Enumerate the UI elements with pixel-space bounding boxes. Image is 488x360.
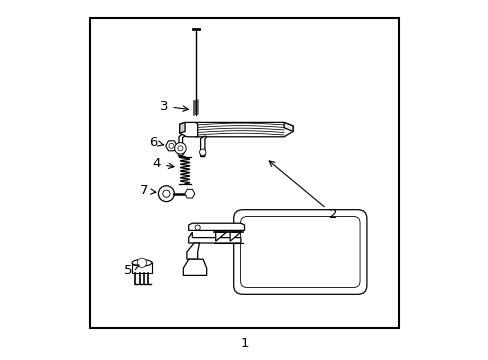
FancyBboxPatch shape bbox=[132, 262, 152, 273]
Polygon shape bbox=[215, 232, 226, 241]
Circle shape bbox=[137, 258, 146, 267]
Polygon shape bbox=[188, 232, 241, 243]
Circle shape bbox=[199, 149, 205, 156]
Polygon shape bbox=[200, 136, 206, 157]
Polygon shape bbox=[188, 223, 244, 230]
Text: 1: 1 bbox=[240, 337, 248, 350]
Text: 3: 3 bbox=[160, 100, 188, 113]
Circle shape bbox=[195, 225, 200, 230]
FancyBboxPatch shape bbox=[240, 217, 359, 287]
FancyBboxPatch shape bbox=[233, 210, 366, 294]
Text: 4: 4 bbox=[152, 157, 174, 170]
Polygon shape bbox=[179, 133, 186, 157]
Circle shape bbox=[178, 146, 183, 151]
Polygon shape bbox=[284, 122, 292, 131]
Polygon shape bbox=[179, 122, 185, 133]
Text: 5: 5 bbox=[123, 264, 139, 276]
Text: 2: 2 bbox=[268, 161, 337, 221]
Bar bbox=[89, 18, 399, 328]
Circle shape bbox=[158, 186, 174, 202]
Circle shape bbox=[177, 148, 184, 156]
Circle shape bbox=[168, 143, 174, 148]
Circle shape bbox=[163, 190, 170, 197]
Polygon shape bbox=[230, 232, 241, 241]
Text: 6: 6 bbox=[149, 136, 163, 149]
Text: 7: 7 bbox=[140, 184, 156, 197]
Polygon shape bbox=[186, 243, 199, 259]
Polygon shape bbox=[185, 122, 292, 137]
Circle shape bbox=[174, 143, 186, 154]
Polygon shape bbox=[183, 259, 206, 275]
Polygon shape bbox=[179, 122, 197, 137]
Ellipse shape bbox=[132, 260, 151, 266]
